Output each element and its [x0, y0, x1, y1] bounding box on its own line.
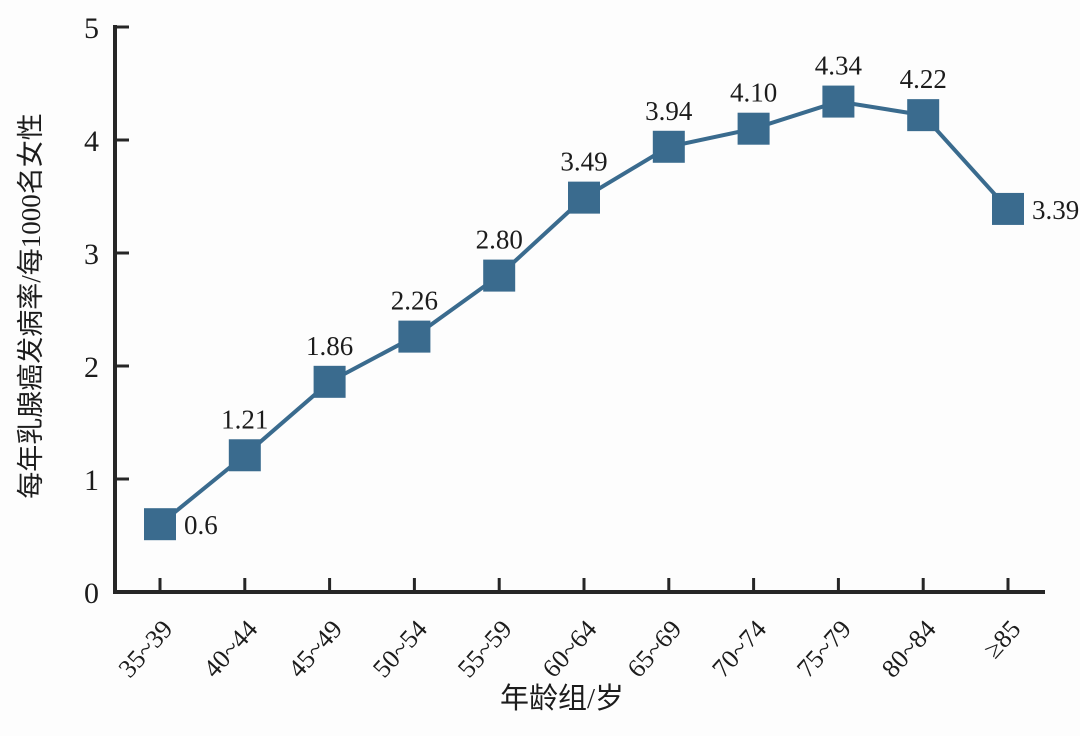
data-point-marker	[822, 85, 855, 118]
x-tick-label: 70~74	[706, 615, 772, 684]
y-tick-label: 4	[84, 125, 99, 158]
data-point-marker	[992, 192, 1024, 225]
data-value-label: 1.86	[306, 331, 353, 361]
x-tick-label: ≥85	[978, 615, 1027, 664]
data-series	[144, 85, 1024, 541]
data-value-label: 1.21	[221, 404, 268, 434]
x-tick-label: 35~39	[113, 615, 179, 684]
y-axis-title: 每年乳腺癌发病率/每1000名女性	[16, 113, 46, 499]
x-tick-label: 45~49	[282, 615, 348, 684]
data-point-marker	[228, 439, 261, 472]
data-point-marker	[907, 99, 940, 132]
y-tick-label: 1	[84, 464, 99, 497]
data-point-marker	[398, 320, 431, 353]
y-tick-label: 2	[84, 351, 99, 384]
x-tick-label: 65~69	[621, 615, 687, 684]
x-tick-label: 80~84	[876, 615, 942, 684]
data-point-marker	[313, 365, 346, 398]
data-point-marker	[568, 181, 600, 214]
x-tick-label: 55~59	[452, 615, 518, 684]
data-value-label: 0.6	[184, 510, 218, 540]
data-value-label: 4.34	[815, 51, 863, 81]
x-tick-label: 40~44	[197, 615, 263, 684]
y-tick-label: 5	[84, 12, 99, 45]
data-value-label: 4.10	[730, 78, 777, 108]
data-point-marker	[483, 259, 516, 292]
data-point-marker	[652, 130, 685, 163]
y-tick-label: 0	[84, 577, 99, 610]
y-tick-label: 3	[84, 238, 99, 271]
data-value-label: 2.26	[391, 286, 438, 316]
data-value-label: 4.22	[900, 64, 947, 94]
data-labels: 0.6 1.21 1.86 2.26 2.80 3.49 3.94 4.10 4.34 4.22 3…	[184, 51, 1079, 541]
data-value-label: 3.94	[645, 96, 693, 126]
data-value-label: 3.39	[1032, 195, 1079, 225]
data-point-marker	[144, 508, 176, 541]
x-tick-label: 50~54	[367, 615, 433, 684]
data-value-label: 2.80	[476, 225, 523, 255]
x-axis-title: 年龄组/岁	[500, 682, 624, 715]
x-tick-label: 60~64	[537, 615, 603, 684]
data-point-marker	[737, 112, 770, 145]
data-value-label: 3.49	[560, 147, 607, 177]
x-tick-label: 75~79	[791, 615, 857, 684]
